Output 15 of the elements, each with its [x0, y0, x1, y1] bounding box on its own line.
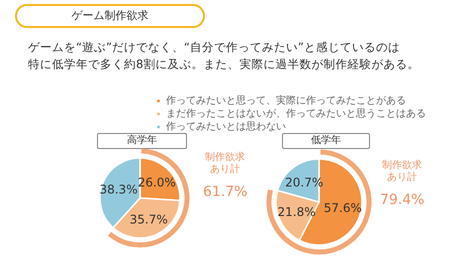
text: 61.7% [203, 184, 248, 200]
text: 79.4% [380, 192, 424, 208]
text: あり計 [210, 164, 240, 176]
text: ゲーム制作欲求 [15, 4, 205, 28]
text: 高学年 [97, 133, 187, 149]
text: 制作欲求 [382, 160, 422, 172]
legend-label: 作ってみたいと思って、実際に作ってみたことがある [165, 94, 406, 106]
text: 特に低学年で多く約8割に及ぶ。また、実際に過半数が制作経験がある。 [28, 57, 420, 72]
text: あり計 [387, 172, 417, 184]
text: ゲームを“遊ぶ”だけでなく、“自分で作ってみたい”と感じているのは [28, 40, 400, 55]
chart-title: 低学年 [282, 133, 370, 149]
legend-label: 作ってみたいとは思わない [165, 122, 286, 132]
legend-label: まだ作ったことはないが、作ってみたいと思うことはある [166, 108, 426, 120]
text: 制作欲求 [205, 152, 245, 164]
data-label: 35.7% [130, 212, 168, 226]
